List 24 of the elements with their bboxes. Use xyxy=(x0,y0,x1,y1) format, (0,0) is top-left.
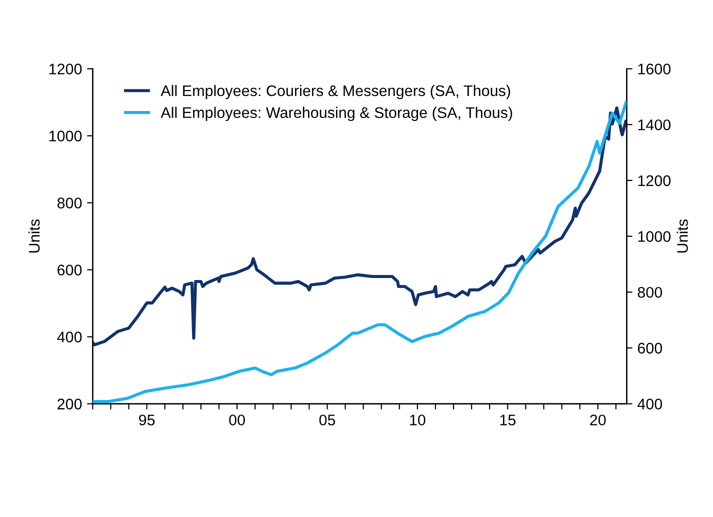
x-tick-label: 10 xyxy=(410,414,426,426)
y2-tick-label: 1200 xyxy=(638,175,671,186)
y2-tick-label: 600 xyxy=(638,342,662,354)
y2-tick-label: 400 xyxy=(637,398,662,410)
y-tick-label: 1200 xyxy=(49,64,82,74)
x-tick-label: 00 xyxy=(229,414,245,426)
y-axis-title: Units xyxy=(28,219,40,252)
x-tick-label: 05 xyxy=(319,414,336,426)
y2-tick-label: 1000 xyxy=(638,231,671,242)
y-tick-label: 400 xyxy=(57,332,82,342)
x-tick-label: 15 xyxy=(500,414,516,426)
x-tick-label: 95 xyxy=(139,414,155,426)
y2-tick-label: 1400 xyxy=(638,119,671,130)
y2-tick-label: 800 xyxy=(638,286,662,298)
y-tick-label: 600 xyxy=(58,264,82,276)
y-tick-label: 200 xyxy=(58,398,82,410)
line-series xyxy=(92,106,627,346)
legend-label: All Employees: Warehousing & Storage (SA, Thous) xyxy=(160,106,512,122)
y-tick-label: 800 xyxy=(57,198,82,208)
y-tick-label: 1000 xyxy=(49,130,82,142)
y2-axis-title: Units xyxy=(676,219,688,252)
x-tick-label: 20 xyxy=(590,414,606,426)
legend-label: All Employees: Couriers & Messengers (SA, Thous) xyxy=(160,84,510,100)
y2-tick-label: 1600 xyxy=(638,64,671,74)
